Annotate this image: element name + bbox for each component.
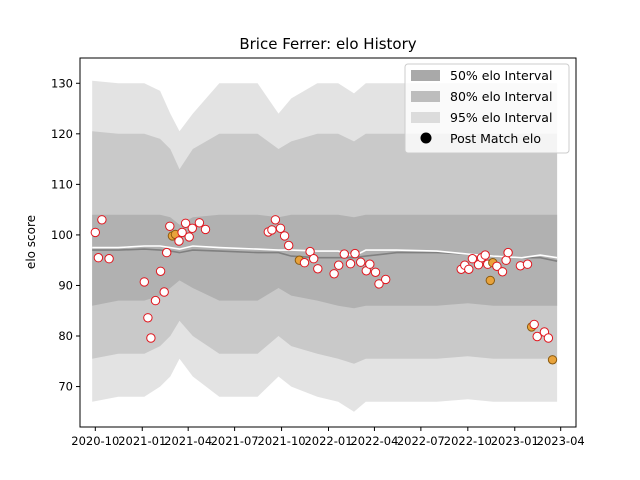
y-tick-label: 80 bbox=[58, 329, 73, 343]
x-tick-label: 2021-04 bbox=[164, 434, 212, 448]
chart-title: Brice Ferrer: elo History bbox=[239, 35, 416, 53]
post-match-point bbox=[529, 319, 539, 330]
post-match-point bbox=[146, 333, 156, 343]
post-match-point bbox=[492, 261, 502, 271]
legend-label-95: 95% elo Interval bbox=[450, 110, 552, 125]
post-match-point bbox=[150, 295, 161, 306]
post-match-point bbox=[174, 236, 184, 246]
post-match-point bbox=[299, 258, 310, 268]
x-tick-label: 2023-01 bbox=[491, 434, 539, 448]
post-match-point bbox=[503, 247, 513, 258]
y-tick-label: 120 bbox=[51, 127, 73, 141]
plot-area bbox=[79, 57, 577, 428]
post-match-point bbox=[267, 225, 277, 235]
x-axis: 2020-102021-012021-042021-072021-102022-… bbox=[71, 427, 585, 448]
post-match-point bbox=[93, 253, 104, 263]
post-match-point bbox=[334, 260, 344, 270]
plot-frame bbox=[79, 57, 577, 428]
post-match-point bbox=[139, 277, 150, 287]
post-match-point bbox=[485, 275, 495, 286]
legend-label-post-match: Post Match elo bbox=[450, 131, 541, 146]
x-tick-label: 2021-01 bbox=[118, 434, 166, 448]
post-match-point bbox=[480, 250, 490, 260]
y-tick-label: 100 bbox=[51, 228, 73, 242]
post-match-point bbox=[143, 313, 153, 323]
post-match-point bbox=[501, 255, 511, 265]
post-match-point bbox=[194, 218, 205, 228]
post-match-point bbox=[104, 254, 114, 264]
post-match-point bbox=[187, 223, 198, 234]
post-match-point bbox=[309, 254, 319, 264]
x-tick-label: 2021-07 bbox=[211, 434, 259, 448]
post-match-point bbox=[381, 274, 391, 285]
y-tick-label: 130 bbox=[51, 76, 73, 90]
post-match-point bbox=[329, 269, 339, 279]
post-match-point bbox=[350, 248, 360, 259]
post-match-point bbox=[200, 224, 211, 235]
post-match-point bbox=[97, 215, 107, 225]
legend-frame bbox=[404, 63, 570, 154]
legend-label-80: 80% elo Interval bbox=[450, 89, 552, 104]
y-tick-label: 110 bbox=[51, 177, 73, 191]
x-tick-label: 2022-01 bbox=[304, 434, 352, 448]
post-match-point bbox=[356, 257, 366, 267]
x-tick-label: 2020-10 bbox=[71, 434, 119, 448]
legend-swatch-80 bbox=[411, 91, 440, 102]
post-match-point bbox=[522, 259, 533, 269]
y-tick-label: 70 bbox=[58, 380, 73, 394]
interval-bands bbox=[92, 80, 558, 412]
x-tick-label: 2023-04 bbox=[537, 434, 585, 448]
post-match-points bbox=[90, 215, 558, 365]
post-match-point bbox=[464, 264, 474, 274]
post-match-point bbox=[365, 259, 375, 269]
y-axis: 70 80 90 100 110 120 130 bbox=[51, 76, 80, 394]
y-tick-label: 90 bbox=[58, 278, 73, 292]
post-match-point bbox=[543, 333, 554, 343]
post-match-point bbox=[284, 240, 294, 251]
post-match-point bbox=[184, 232, 194, 242]
post-match-point bbox=[532, 331, 542, 342]
post-match-point bbox=[279, 231, 290, 241]
post-match-point bbox=[547, 355, 558, 365]
post-match-point bbox=[339, 249, 349, 259]
legend-swatch-95 bbox=[411, 112, 440, 123]
post-match-point bbox=[467, 254, 478, 264]
x-tick-label: 2021-10 bbox=[258, 434, 306, 448]
x-tick-label: 2022-07 bbox=[397, 434, 445, 448]
post-match-point bbox=[180, 218, 191, 229]
band-50-interval bbox=[92, 214, 558, 309]
post-match-point bbox=[374, 279, 384, 289]
post-match-point bbox=[313, 264, 323, 274]
post-match-point bbox=[159, 287, 169, 297]
post-match-point bbox=[370, 267, 381, 277]
post-match-point bbox=[165, 221, 175, 232]
post-match-point bbox=[155, 266, 166, 276]
legend-label-50: 50% elo Interval bbox=[450, 68, 552, 83]
y-axis-label: elo score bbox=[24, 215, 38, 269]
post-match-point bbox=[270, 215, 281, 225]
post-match-point bbox=[90, 227, 101, 238]
post-match-point bbox=[345, 259, 356, 269]
post-match-point bbox=[162, 247, 172, 258]
x-tick-label: 2022-10 bbox=[444, 434, 492, 448]
legend: 50% elo Interval 80% elo Interval 95% el… bbox=[404, 63, 570, 154]
post-match-point bbox=[177, 227, 187, 238]
legend-marker-post-match bbox=[420, 132, 432, 144]
post-match-point bbox=[497, 267, 508, 277]
post-match-point bbox=[275, 223, 286, 234]
legend-swatch-50 bbox=[411, 70, 440, 81]
x-tick-label: 2022-04 bbox=[350, 434, 398, 448]
